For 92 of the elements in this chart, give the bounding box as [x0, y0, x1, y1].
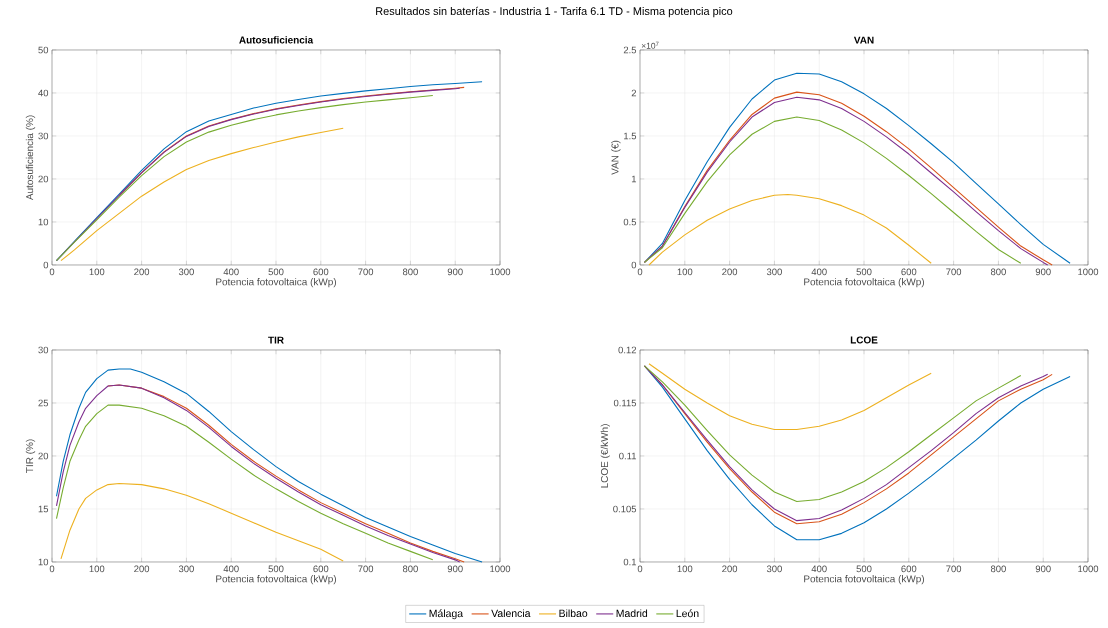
y-tick-label: 0: [43, 261, 49, 269]
x-tick-label: 500: [268, 268, 284, 276]
x-tick-label: 300: [766, 565, 782, 573]
x-tick-label: 600: [313, 565, 329, 573]
x-tick-label: 0: [637, 268, 643, 276]
y-tick-label: 0.1: [623, 558, 637, 566]
line-series: [643, 365, 1022, 503]
x-tick-label: 700: [946, 268, 962, 276]
x-tick-label: 100: [89, 268, 105, 276]
x-tick-label: 500: [268, 565, 284, 573]
y-tick-label: 10: [38, 218, 49, 226]
x-tick-label: 400: [223, 268, 239, 276]
legend-label: Madrid: [616, 609, 648, 618]
y-tick-label: 2: [631, 89, 637, 97]
x-tick-label: 0: [637, 565, 643, 573]
y-tick-label: 0.115: [613, 399, 637, 407]
line-series: [648, 193, 932, 266]
y-axis-title: TIR (%): [25, 439, 36, 473]
x-tick-label: 600: [901, 565, 917, 573]
y-tick-label: 0: [631, 261, 637, 269]
chart-title: TIR: [268, 336, 284, 344]
x-axis-title: Potencia fotovoltaica (kWp): [804, 278, 925, 288]
x-tick-label: 400: [223, 565, 239, 573]
legend-label: Málaga: [429, 609, 464, 620]
x-tick-label: 600: [313, 268, 329, 276]
y-tick-label: 2.5: [623, 46, 637, 54]
x-tick-label: 1000: [1078, 565, 1099, 573]
x-tick-label: 500: [856, 268, 872, 276]
legend-label: Bilbao: [559, 609, 588, 618]
x-tick-label: 1000: [490, 565, 511, 573]
line-series: [55, 404, 434, 561]
x-tick-label: 800: [402, 565, 418, 573]
y-tick-label: 15: [38, 505, 49, 513]
x-tick-label: 200: [722, 268, 738, 276]
y-tick-label: 0.105: [613, 505, 637, 513]
x-axis-title: Potencia fotovoltaica (kWp): [216, 278, 337, 288]
y-tick-label: 0.12: [618, 346, 637, 354]
y-tick-label: 30: [38, 346, 49, 354]
x-tick-label: 0: [49, 565, 55, 573]
x-tick-label: 800: [990, 268, 1006, 276]
y-tick-label: 1.5: [624, 132, 637, 140]
x-tick-label: 900: [447, 268, 463, 276]
chart-title: LCOE: [850, 336, 878, 344]
line-series: [643, 116, 1022, 264]
x-tick-label: 800: [990, 565, 1006, 573]
y-tick-label: 1: [631, 175, 637, 183]
x-tick-label: 300: [178, 268, 194, 276]
x-tick-label: 900: [1035, 268, 1051, 276]
y-tick-label: 50: [38, 46, 49, 54]
text: ×10$^{7}$: [641, 41, 659, 49]
x-tick-label: 600: [901, 268, 917, 276]
chart-title: Autosuficiencia: [239, 36, 314, 44]
y-tick-label: 0.5: [623, 218, 637, 226]
x-tick-label: 0: [49, 268, 55, 276]
x-tick-label: 900: [1035, 565, 1051, 573]
y-tick-label: 20: [38, 175, 49, 183]
x-tick-label: 800: [402, 268, 418, 276]
legend-label: Valencia: [491, 609, 531, 618]
line-series: [648, 363, 932, 431]
x-tick-label: 100: [89, 565, 105, 573]
y-axis-title: VAN (€): [611, 140, 621, 175]
x-axis-title: Potencia fotovoltaica (kWp): [804, 575, 925, 585]
x-tick-label: 500: [856, 565, 872, 573]
y-tick-label: 0.11: [619, 452, 637, 460]
y-tick-label: 30: [38, 132, 49, 140]
y-axis-title: Autosuficiencia (%): [25, 115, 36, 201]
x-tick-label: 700: [358, 565, 374, 573]
y-tick-label: 20: [38, 452, 49, 460]
x-axis-title: Potencia fotovoltaica (kWp): [216, 575, 337, 585]
x-tick-label: 200: [134, 268, 150, 276]
x-tick-label: 300: [178, 565, 194, 573]
x-tick-label: 200: [134, 565, 150, 573]
x-tick-label: 1000: [490, 268, 511, 276]
x-tick-label: 100: [677, 268, 693, 276]
line-series: [60, 482, 344, 562]
x-tick-label: 1000: [1078, 268, 1099, 276]
x-tick-label: 400: [811, 268, 827, 276]
x-tick-label: 900: [447, 565, 463, 573]
x-tick-label: 300: [766, 268, 782, 276]
x-tick-label: 700: [946, 565, 962, 573]
x-tick-label: 100: [677, 565, 693, 573]
y-tick-label: 10: [38, 558, 49, 566]
line-series: [60, 127, 344, 262]
x-tick-label: 700: [358, 268, 374, 276]
text: Resultados sin baterías - Industria 1 - Tarifa 6.1 TD - Misma potencia pico: [376, 6, 733, 18]
x-tick-label: 200: [722, 565, 738, 573]
x-tick-label: 400: [811, 565, 827, 573]
y-axis-title: LCOE (€/kWh): [600, 424, 610, 488]
y-tick-label: 25: [38, 399, 49, 407]
legend-label: León: [676, 609, 699, 618]
y-tick-label: 40: [38, 89, 49, 97]
chart-title: VAN: [853, 36, 874, 44]
